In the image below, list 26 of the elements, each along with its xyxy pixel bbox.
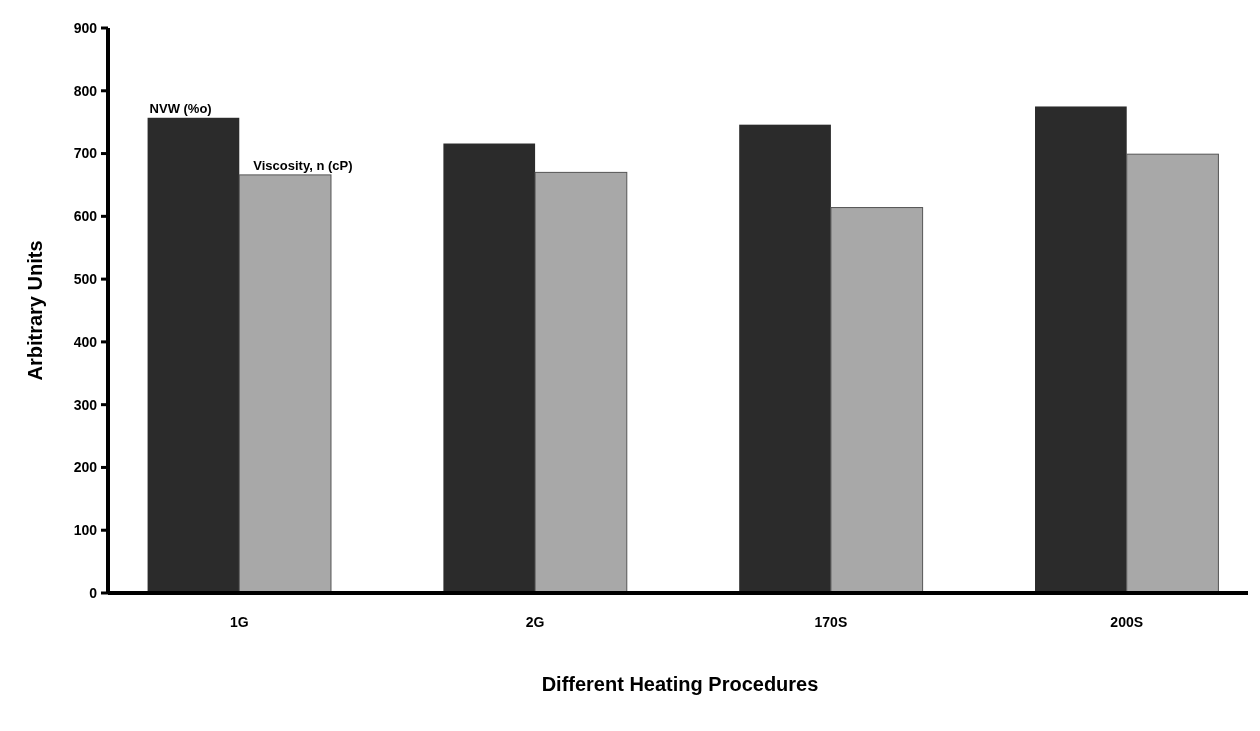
x-tick-label: 1G — [229, 614, 249, 630]
y-tick-label: 800 — [73, 82, 98, 99]
bar — [147, 117, 240, 593]
x-tick-label: 170S — [814, 614, 848, 630]
bar — [534, 171, 628, 594]
series-label: Viscosity, n (cP) — [253, 157, 353, 173]
y-tick-label: 400 — [73, 333, 98, 350]
x-tick-label: 2G — [525, 614, 545, 630]
bar — [238, 174, 332, 594]
y-tick-label: 200 — [73, 459, 98, 476]
y-tick-label: 600 — [73, 208, 98, 225]
y-tick-label: 500 — [73, 271, 98, 288]
y-tick-label: 700 — [73, 145, 98, 162]
bar — [1126, 153, 1219, 594]
bar — [443, 143, 536, 593]
y-tick-label: 0 — [89, 584, 98, 601]
x-axis-title: Different Heating Procedures — [541, 673, 819, 695]
y-tick-label: 900 — [73, 19, 98, 36]
y-tick-label: 100 — [73, 522, 98, 539]
x-tick-label: 200S — [1110, 614, 1144, 630]
series-label: NVW (%o) — [149, 100, 212, 116]
y-axis-title: Arbitrary Units — [24, 240, 46, 381]
bar — [1035, 106, 1127, 593]
bar — [739, 124, 831, 593]
y-tick-label: 300 — [73, 396, 98, 413]
bar — [830, 207, 924, 594]
